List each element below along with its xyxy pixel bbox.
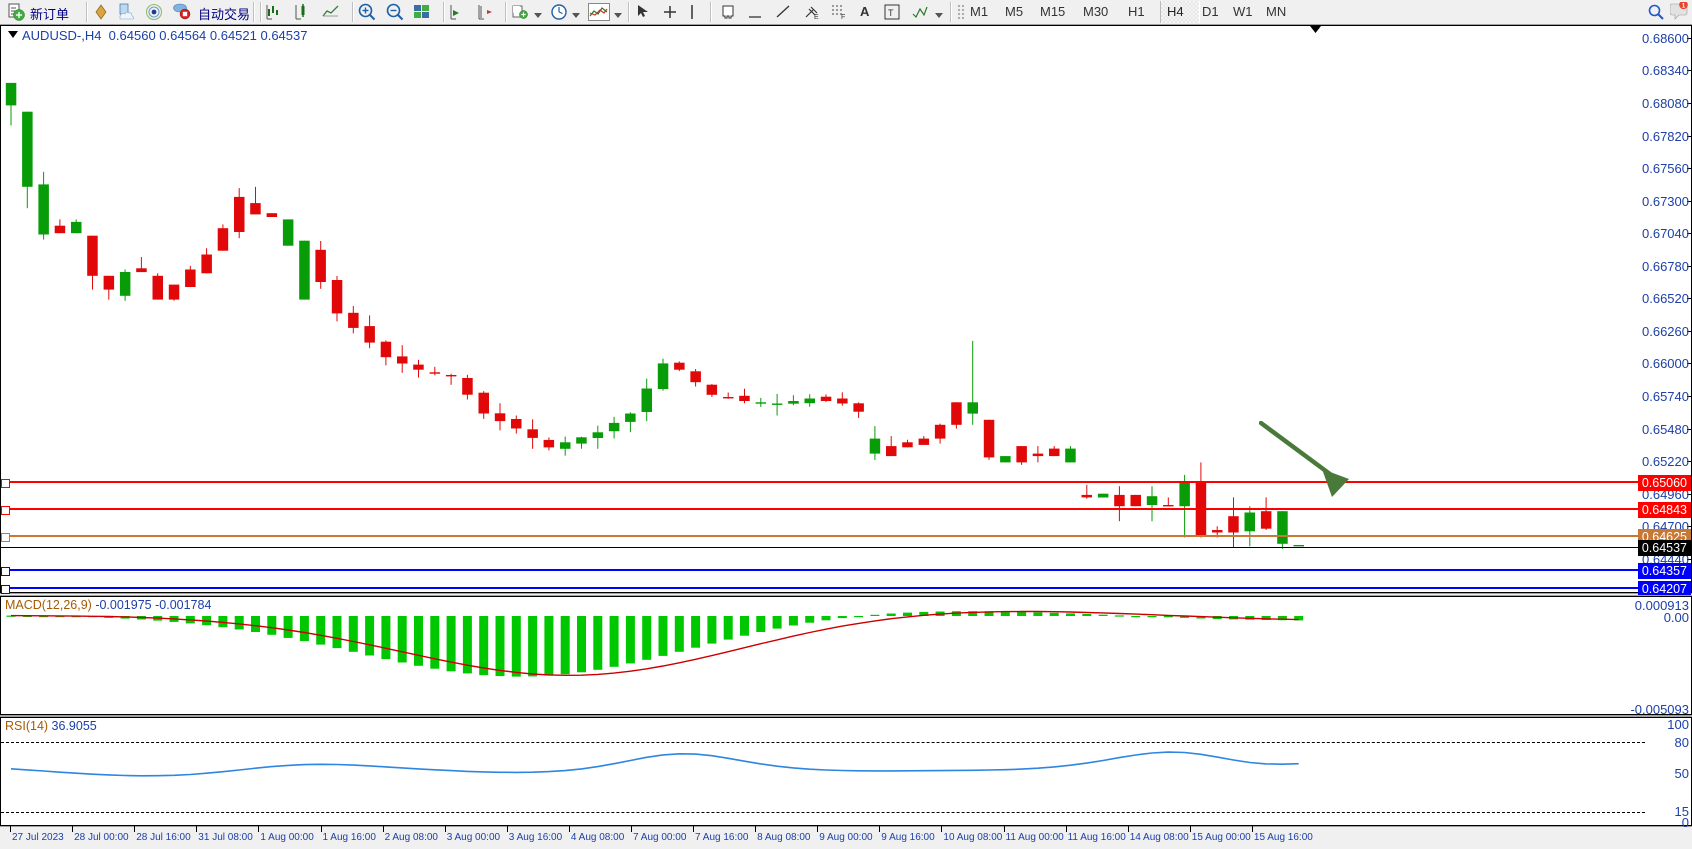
- svg-text:T: T: [888, 8, 894, 18]
- svg-text:E: E: [814, 14, 819, 21]
- svg-text:F: F: [841, 14, 845, 20]
